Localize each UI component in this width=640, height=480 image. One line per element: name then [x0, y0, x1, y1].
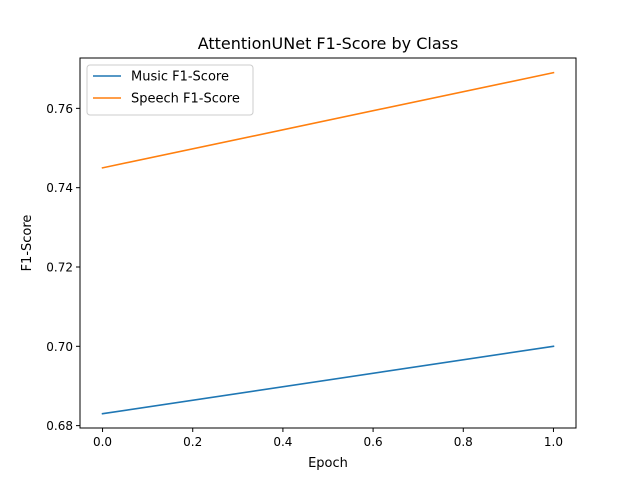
- series-line-speech-f1-score: [101, 71, 555, 169]
- legend: Music F1-Score Speech F1-Score: [86, 64, 254, 116]
- x-tick-label: 1.0: [544, 435, 563, 449]
- x-tick-label: 0.0: [93, 435, 112, 449]
- y-tick-label: 0.68: [46, 419, 73, 433]
- x-tick-label: 0.8: [454, 435, 473, 449]
- series-line-music-f1-score: [101, 345, 555, 415]
- x-tick-label: 0.4: [273, 435, 292, 449]
- y-axis-label: F1-Score: [20, 215, 35, 272]
- x-axis-label: Epoch: [308, 456, 348, 471]
- legend-label: Speech F1-Score: [131, 92, 240, 107]
- y-tick-label: 0.76: [46, 102, 73, 116]
- y-tick-label: 0.74: [46, 181, 73, 195]
- y-tick-label: 0.72: [46, 260, 73, 274]
- legend-label: Music F1-Score: [131, 70, 229, 85]
- chart-title: AttentionUNet F1-Score by Class: [198, 34, 459, 53]
- plot-frame: [79, 57, 577, 429]
- y-tick-label: 0.70: [46, 340, 73, 354]
- series-layer: [101, 71, 555, 415]
- x-axis-ticks: 0.0 0.2 0.4 0.6 0.8 1.0: [93, 428, 563, 449]
- legend-box: [86, 64, 254, 116]
- y-axis-ticks: 0.68 0.70 0.72 0.74 0.76: [46, 102, 80, 433]
- x-tick-label: 0.6: [364, 435, 383, 449]
- x-tick-label: 0.2: [183, 435, 202, 449]
- legend-items: Music F1-Score Speech F1-Score: [93, 70, 240, 107]
